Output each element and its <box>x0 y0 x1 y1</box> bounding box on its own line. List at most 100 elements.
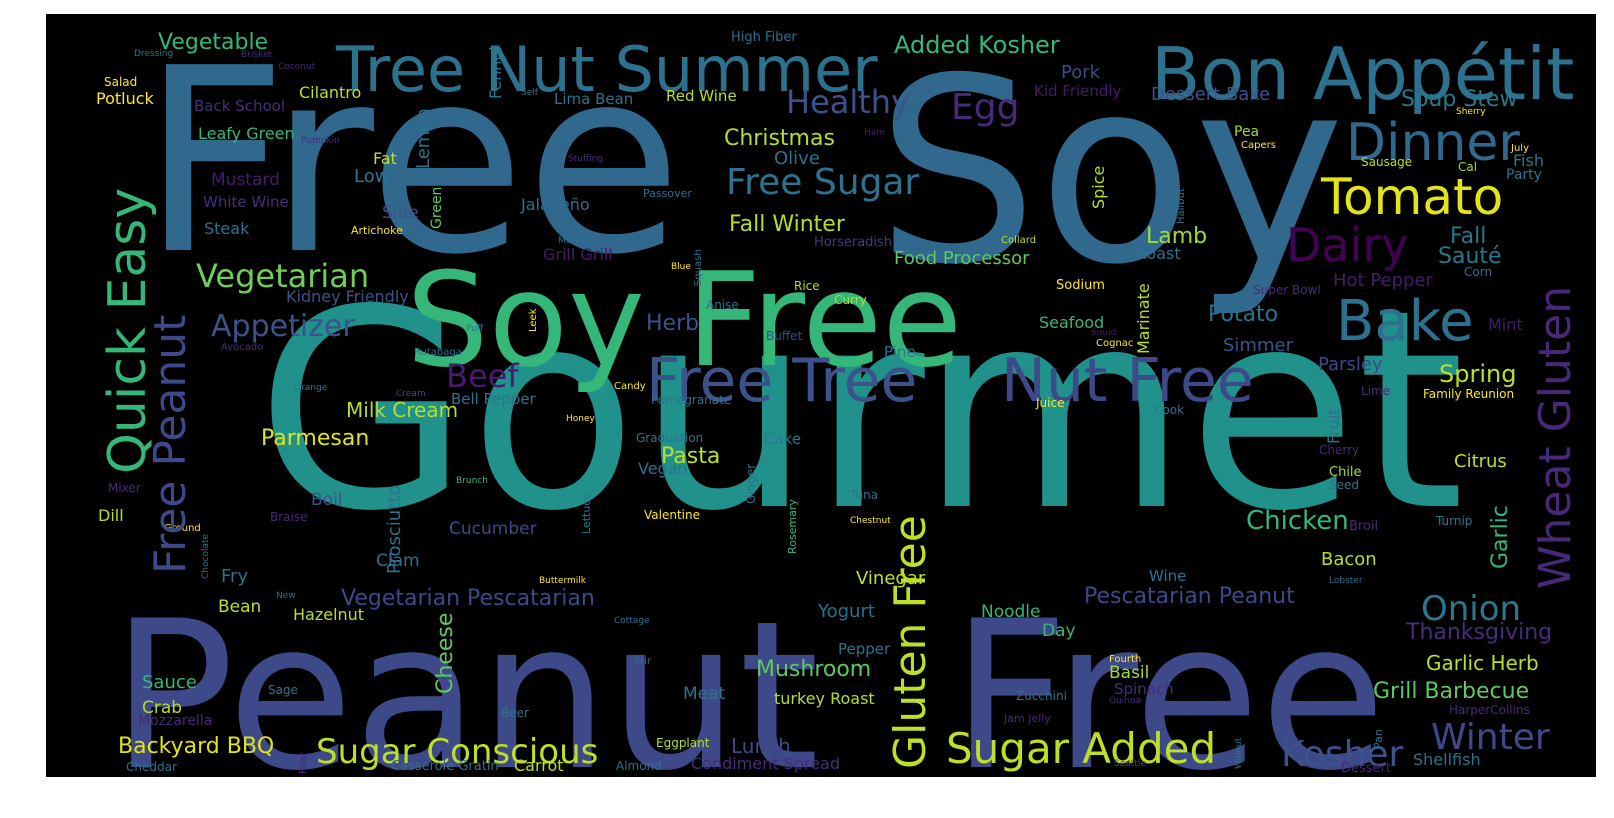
word-sherry: Sherry <box>1456 106 1486 117</box>
word-vegetarian: Vegetarian <box>196 257 370 296</box>
word-curry: Curry <box>834 293 867 308</box>
word-healthy: Healthy <box>786 83 911 122</box>
word-party: Party <box>1506 166 1542 183</box>
word-candy: Candy <box>614 381 646 392</box>
word-crab: Crab <box>142 698 183 719</box>
word-avocado: Avocado <box>221 342 264 353</box>
word-simmer: Simmer <box>1223 334 1293 356</box>
word-roast: Roast <box>1136 244 1181 264</box>
word-grill-barbecue: Grill Barbecue <box>1373 679 1530 705</box>
word-halibut: Halibut <box>1175 188 1187 224</box>
word-walnut: Walnut <box>1234 737 1245 769</box>
word-jam-jelly: Jam Jelly <box>1004 712 1051 726</box>
word-horseradish: Horseradish <box>814 234 893 250</box>
word-spice: Spice <box>1088 165 1108 209</box>
word-day: Day <box>1042 621 1076 642</box>
word-spring: Spring <box>1439 359 1517 388</box>
word-boil: Boil <box>311 490 343 511</box>
word-condiment-spread: Condiment Spread <box>691 754 840 774</box>
word-backyard-bbq: Backyard BBQ <box>118 734 275 760</box>
word-steak: Steak <box>204 219 250 239</box>
word-mother: Mother <box>558 235 590 246</box>
word-beer: Beer <box>501 706 529 721</box>
word-cake: Cake <box>764 430 802 448</box>
word-bean: Bean <box>218 597 262 618</box>
word-july: July <box>1511 143 1529 154</box>
word-milk-cream: Milk Cream <box>346 398 459 422</box>
word-pepper: Pepper <box>838 640 891 658</box>
word-lime: Lime <box>1361 384 1391 399</box>
word-onion: Onion <box>1421 588 1522 629</box>
word-braise: Braise <box>270 510 308 525</box>
word-tomato: Tomato <box>1321 168 1504 226</box>
word-lamb: Lamb <box>1146 224 1208 250</box>
word-zucchini: Zucchini <box>1016 689 1067 704</box>
word-beef: Beef <box>446 357 519 396</box>
word-stir: Stir <box>634 656 652 667</box>
word-fourth: Fourth <box>1109 654 1142 665</box>
word-jalapen-o: Jalapeño <box>521 195 590 215</box>
word-free: Free <box>951 578 1387 778</box>
word-potluck: Potluck <box>96 89 154 109</box>
word-saute: Sauté <box>1438 244 1502 270</box>
word-soy-free: Soy Free <box>406 244 963 396</box>
word-mustard: Mustard <box>211 170 280 191</box>
word-egg: Egg <box>951 87 1020 129</box>
word-orange: Orange <box>294 382 328 393</box>
word-gourmet: Gourmet <box>256 251 1465 571</box>
word-food-processor: Food Processor <box>894 247 1030 269</box>
word-christmas: Christmas <box>724 126 835 152</box>
word-fall: Fall <box>1450 224 1487 250</box>
word-red-wine: Red Wine <box>666 87 737 105</box>
word-cream: Cream <box>396 388 426 399</box>
word-vegan: Vegan <box>638 459 688 479</box>
word-side: Side <box>382 203 419 224</box>
word-soup-stew: Soup Stew <box>1401 87 1518 113</box>
word-juice: Juice <box>1036 396 1065 411</box>
word-squash: Squash <box>692 249 704 286</box>
word-pear: Pear <box>297 751 309 774</box>
word-collard: Collard <box>1001 235 1037 246</box>
word-gluten-free: Gluten Free <box>885 515 937 769</box>
word-ground: Ground <box>164 523 201 534</box>
word-graduation: Graduation <box>636 431 704 446</box>
word-pomegranate: Pomegranate <box>651 393 732 408</box>
word-sage: Sage <box>268 683 298 698</box>
word-kid-friendly: Kid Friendly <box>1034 82 1122 100</box>
word-squid: Squid <box>1091 327 1117 338</box>
word-parmesan: Parmesan <box>261 426 370 452</box>
word-family-reunion: Family Reunion <box>1423 387 1515 402</box>
word-cook: Cook <box>1154 403 1185 418</box>
word-chile: Chile <box>1329 464 1362 480</box>
word-seed: Seed <box>1329 478 1359 493</box>
word-dessert: Dessert <box>1341 760 1391 776</box>
word-rice: Rice <box>794 279 820 294</box>
word-self: Self <box>521 87 538 98</box>
word-honey: Honey <box>566 413 595 424</box>
word-almond: Almond <box>616 759 662 774</box>
word-brunch: Brunch <box>456 475 488 486</box>
word-wine: Wine <box>1149 567 1187 585</box>
word-added-kosher: Added Kosher <box>894 30 1060 59</box>
word-dairy: Dairy <box>1286 218 1409 273</box>
word-vegetarian-pescatarian: Vegetarian Pescatarian <box>341 586 595 612</box>
word-hazelnut: Hazelnut <box>293 605 365 625</box>
word-pescatarian-peanut: Pescatarian Peanut <box>1084 584 1295 610</box>
word-garlic: Garlic <box>1488 505 1514 569</box>
word-hot-pepper: Hot Pepper <box>1333 269 1433 291</box>
word-seafood: Seafood <box>1039 313 1105 333</box>
word-sugar-added: Sugar Added <box>946 724 1217 774</box>
word-mint: Mint <box>1488 315 1523 335</box>
word-potato: Potato <box>1208 302 1279 328</box>
word-rutabaga: Rutabaga <box>414 347 462 358</box>
word-dessert-bake: Dessert Bake <box>1151 83 1271 105</box>
word-prosciutto: Prosciutto <box>383 484 405 574</box>
word-citrus: Citrus <box>1454 450 1507 472</box>
word-mixer: Mixer <box>108 481 141 496</box>
word-free: Free <box>141 14 683 311</box>
word-ham: Ham <box>864 127 886 138</box>
word-cheddar: Cheddar <box>126 760 177 775</box>
word-fry: Fry <box>221 565 249 587</box>
word-fat: Fat <box>373 149 397 169</box>
word-lobster: Lobster <box>1329 575 1363 586</box>
